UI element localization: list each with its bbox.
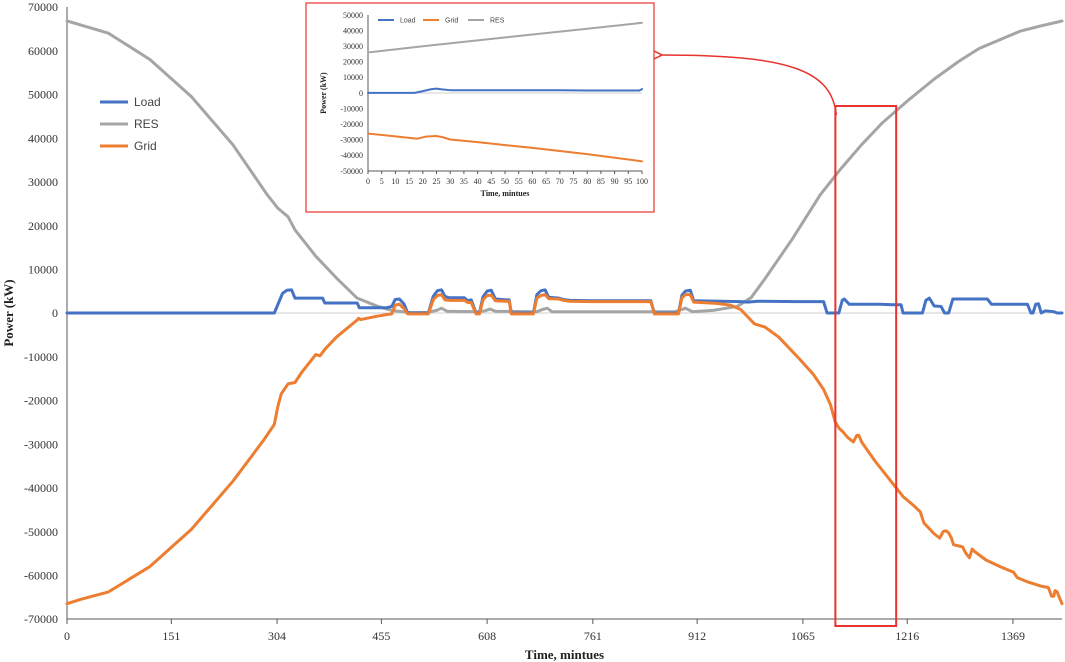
y-tick-label: 10000: [28, 262, 58, 276]
y-tick-label: -60000: [24, 568, 58, 582]
legend-label-res: RES: [490, 17, 505, 24]
y-tick-label: -30000: [340, 136, 363, 145]
x-tick-label: 90: [611, 177, 619, 186]
x-tick-label: 70: [556, 177, 564, 186]
x-tick-label: 761: [584, 629, 602, 643]
series-line-grid: [65, 293, 1064, 606]
inset-frame: [305, 2, 655, 213]
legend-label-load: Load: [134, 95, 161, 109]
y-tick-label: 0: [52, 306, 58, 320]
x-tick-label: 608: [478, 629, 496, 643]
y-tick-label: 30000: [28, 175, 58, 189]
x-tick-label: 80: [583, 177, 591, 186]
legend-label-grid: Grid: [445, 17, 458, 24]
x-tick-label: 151: [162, 629, 180, 643]
y-tick-label: -40000: [340, 151, 363, 160]
x-tick-label: 15: [405, 177, 413, 186]
x-tick-label: 20: [419, 177, 427, 186]
y-tick-label: 40000: [343, 26, 363, 35]
x-tick-label: 25: [433, 177, 441, 186]
x-tick-label: 455: [372, 629, 390, 643]
x-tick-label: 35: [460, 177, 468, 186]
y-tick-label: -50000: [24, 525, 58, 539]
x-tick-label: 0: [64, 629, 70, 643]
legend-label-grid: Grid: [134, 139, 157, 153]
series-line-res: [367, 21, 643, 54]
zoom-arrow: [660, 55, 838, 116]
legend-label-res: RES: [134, 117, 159, 131]
series-line-load: [367, 87, 643, 94]
y-tick-label: 20000: [343, 58, 363, 67]
y-tick-label: 50000: [28, 88, 58, 102]
x-tick-label: 0: [366, 177, 370, 186]
highlight-layer: [660, 55, 898, 627]
y-tick-label: 20000: [28, 219, 58, 233]
x-axis-title: Time, mintues: [481, 189, 530, 198]
y-axis-title: Power (kW): [319, 72, 328, 114]
x-tick-label: 1065: [791, 629, 815, 643]
x-tick-label: 65: [542, 177, 550, 186]
y-tick-label: 30000: [343, 42, 363, 51]
series-line-grid: [367, 132, 643, 163]
y-tick-label: -70000: [24, 612, 58, 626]
x-tick-label: 10: [391, 177, 399, 186]
y-tick-label: -10000: [340, 104, 363, 113]
x-tick-label: 95: [624, 177, 632, 186]
x-tick-label: 30: [446, 177, 454, 186]
x-tick-label: 304: [268, 629, 286, 643]
y-tick-label: -20000: [24, 394, 58, 408]
x-tick-label: 45: [487, 177, 495, 186]
x-tick-label: 85: [597, 177, 605, 186]
zoom-highlight-box: [834, 105, 898, 627]
y-tick-label: 0: [359, 89, 363, 98]
y-tick-label: -30000: [24, 437, 58, 451]
x-tick-label: 55: [515, 177, 523, 186]
x-tick-label: 1369: [1001, 629, 1025, 643]
x-tick-label: 75: [570, 177, 578, 186]
x-tick-label: 40: [474, 177, 482, 186]
x-tick-label: 5: [380, 177, 384, 186]
y-tick-label: -10000: [24, 350, 58, 364]
series-line-res: [65, 19, 1064, 315]
y-axis-title: Power (kW): [1, 279, 16, 346]
y-tick-label: 60000: [28, 44, 58, 58]
y-tick-label: 70000: [28, 0, 58, 14]
x-tick-label: 1216: [895, 629, 919, 643]
x-tick-label: 60: [528, 177, 536, 186]
x-tick-label: 100: [636, 177, 648, 186]
x-axis-title: Time, mintues: [525, 647, 604, 662]
y-tick-label: 50000: [343, 11, 363, 20]
y-tick-label: 10000: [343, 73, 363, 82]
x-tick-label: 50: [501, 177, 509, 186]
legend-label-load: Load: [400, 17, 416, 24]
y-tick-label: -20000: [340, 120, 363, 129]
inset-chart: -50000 -40000 -30000 -20000 -10000 0 10000 2000…: [305, 2, 655, 213]
x-tick-label: 912: [688, 629, 706, 643]
y-tick-label: 40000: [28, 131, 58, 145]
y-tick-label: -40000: [24, 481, 58, 495]
y-tick-label: -50000: [340, 167, 363, 176]
